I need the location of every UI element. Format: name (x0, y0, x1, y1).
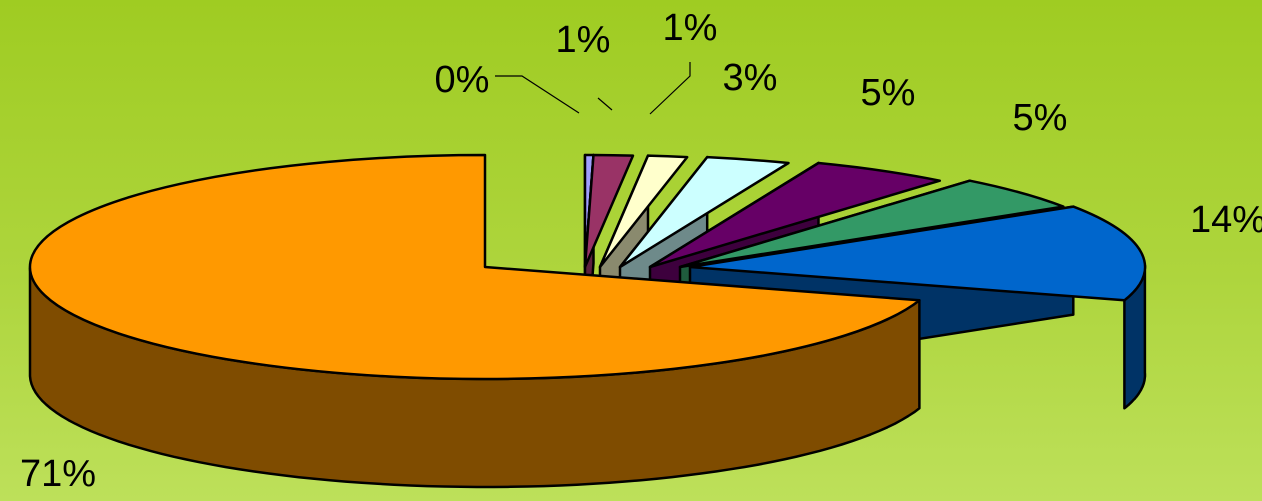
slice-top (648, 161, 942, 269)
slice-data-label: 5% (861, 72, 916, 114)
leader-line (495, 75, 580, 114)
slice-data-label: 5% (1013, 97, 1068, 139)
slice-data-label: 3% (723, 57, 778, 99)
leader-lines (495, 62, 691, 115)
labels-layer: 0%1% 1%3% 5%5%14%71% (20, 7, 1262, 495)
pie-slice (28, 153, 921, 489)
leader-line (649, 62, 691, 115)
slice-top (618, 155, 790, 269)
slice-top (583, 153, 635, 269)
slice-top (28, 153, 921, 381)
slice-top (678, 179, 1065, 269)
slice-data-label: 1% (663, 7, 718, 49)
slice-top (598, 154, 689, 269)
leader-line (597, 97, 613, 111)
slice-data-label: 0% (435, 59, 490, 101)
slice-data-label: 14% (1190, 199, 1262, 241)
slice-top (688, 205, 1147, 302)
slice-data-label: 71% (20, 453, 96, 495)
slice-data-label: 1% (556, 19, 611, 61)
slices-layer (28, 153, 1147, 489)
